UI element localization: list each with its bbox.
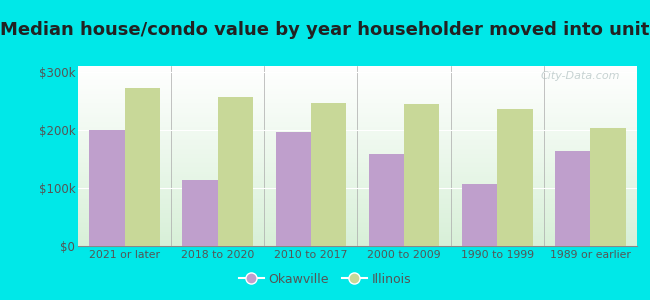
Bar bbox=[555, 152, 590, 246]
Bar bbox=[311, 103, 346, 246]
Bar bbox=[497, 109, 532, 246]
Bar bbox=[89, 130, 125, 246]
Bar bbox=[404, 104, 439, 246]
Bar bbox=[462, 184, 497, 246]
Bar bbox=[218, 98, 253, 246]
Text: City-Data.com: City-Data.com bbox=[541, 71, 620, 81]
Legend: Okawville, Illinois: Okawville, Illinois bbox=[234, 268, 416, 291]
Text: Median house/condo value by year householder moved into unit: Median house/condo value by year househo… bbox=[0, 21, 650, 39]
Bar bbox=[125, 88, 160, 246]
Bar bbox=[183, 180, 218, 246]
Bar bbox=[369, 154, 404, 246]
Bar bbox=[590, 128, 626, 246]
Bar bbox=[276, 132, 311, 246]
